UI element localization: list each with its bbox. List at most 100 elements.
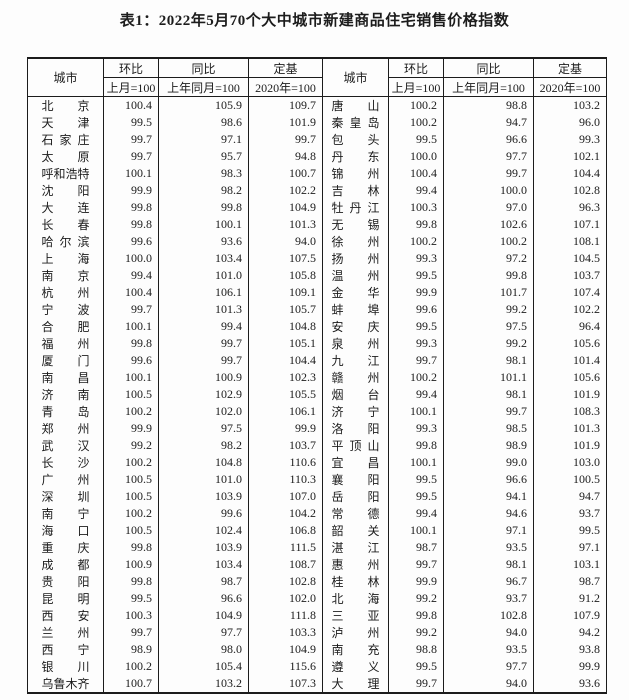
table-row: 福州 99.8 99.7 105.1 泉州 99.3 99.2 105.6 [27,335,607,352]
city-name: 贵阳 [41,575,90,589]
city-name: 三亚 [331,609,380,623]
header-yoy-right: 同比 [443,58,534,78]
mom-value: 100.2 [388,96,444,114]
city-name: 深圳 [41,490,90,504]
mom-value: 99.3 [388,250,444,267]
city-cell: 北京 [27,96,104,114]
yoy-value: 106.1 [158,284,249,301]
table-row: 南昌 100.1 100.9 102.3 赣州 100.2 101.1 105.… [27,369,607,386]
fixed-base-value: 106.8 [248,522,323,539]
mom-value: 99.7 [103,301,159,318]
city-cell: 厦门 [27,352,104,369]
yoy-value: 99.7 [443,403,534,420]
yoy-value: 98.1 [443,556,534,573]
fixed-base-value: 105.5 [248,386,323,403]
fixed-base-value: 94.7 [533,488,607,505]
fixed-base-value: 108.1 [533,233,607,250]
city-cell: 郑州 [27,420,104,437]
header-yoy-left: 同比 [158,58,249,78]
mom-value: 100.0 [103,250,159,267]
city-name: 济南 [41,388,90,402]
city-name: 湛江 [331,541,380,555]
table-row: 大连 99.8 99.8 104.9 牡丹江 100.3 97.0 96.3 [27,199,607,216]
mom-value: 99.2 [388,590,444,607]
fixed-base-value: 104.9 [248,641,323,658]
city-name: 沈阳 [41,184,90,198]
yoy-value: 99.4 [158,318,249,335]
yoy-value: 96.6 [158,590,249,607]
city-cell: 昆明 [27,590,104,607]
table-row: 乌鲁木齐 100.7 103.2 107.3 大理 99.7 94.0 93.6 [27,675,607,693]
mom-value: 99.5 [388,488,444,505]
mom-value: 99.7 [103,148,159,165]
city-cell: 重庆 [27,539,104,556]
mom-value: 100.4 [103,284,159,301]
fixed-base-value: 108.7 [248,556,323,573]
city-cell: 宜昌 [322,454,389,471]
mom-value: 99.6 [103,352,159,369]
table-row: 重庆 99.8 103.9 111.5 湛江 98.7 93.5 97.1 [27,539,607,556]
city-name: 秦皇岛 [331,116,380,130]
city-name: 成都 [41,558,90,572]
mom-value: 99.5 [388,658,444,675]
fixed-base-value: 103.1 [533,556,607,573]
city-name: 杭州 [41,286,90,300]
fixed-base-value: 109.1 [248,284,323,301]
city-name: 无锡 [331,218,380,232]
city-name: 遵义 [331,660,380,674]
fixed-base-value: 110.6 [248,454,323,471]
table-row: 天津 99.5 98.6 101.9 秦皇岛 100.2 94.7 96.0 [27,114,607,131]
city-cell: 兰州 [27,624,104,641]
city-name: 南昌 [41,371,90,385]
fixed-base-value: 109.7 [248,96,323,114]
fixed-base-value: 107.3 [248,675,323,693]
fixed-base-value: 104.4 [533,165,607,182]
mom-value: 99.8 [388,216,444,233]
fixed-base-value: 111.8 [248,607,323,624]
table-row: 海口 100.5 102.4 106.8 韶关 100.1 97.1 99.5 [27,522,607,539]
city-name: 天津 [41,116,90,130]
mom-value: 99.7 [103,624,159,641]
city-name: 哈尔滨 [41,235,90,249]
city-name: 南京 [41,269,90,283]
fixed-base-value: 104.5 [533,250,607,267]
city-name: 宜昌 [331,456,380,470]
fixed-base-value: 94.8 [248,148,323,165]
city-cell: 广州 [27,471,104,488]
mom-value: 100.0 [388,148,444,165]
city-name: 徐州 [331,235,380,249]
city-cell: 金华 [322,284,389,301]
city-cell: 蚌埠 [322,301,389,318]
header-yoy-base-right: 上年同月=100 [443,77,534,97]
mom-value: 100.5 [103,471,159,488]
yoy-value: 98.1 [443,352,534,369]
table-header: 城市 环比 同比 定基 城市 环比 同比 定基 上月=100 上年同月=100 … [27,58,607,97]
city-cell: 北海 [322,590,389,607]
city-cell: 乌鲁木齐 [27,675,104,693]
price-index-table: 城市 环比 同比 定基 城市 环比 同比 定基 上月=100 上年同月=100 … [27,57,607,694]
yoy-value: 93.7 [443,590,534,607]
mom-value: 100.1 [103,318,159,335]
mom-value: 99.3 [388,420,444,437]
city-cell: 哈尔滨 [27,233,104,250]
header-row-sub: 上月=100 上年同月=100 2020年=100 上月=100 上年同月=10… [28,77,607,97]
yoy-value: 99.7 [158,352,249,369]
city-cell: 武汉 [27,437,104,454]
fixed-base-value: 93.6 [533,675,607,693]
yoy-value: 94.0 [443,675,534,693]
yoy-value: 96.6 [443,131,534,148]
city-cell: 襄阳 [322,471,389,488]
fixed-base-value: 107.5 [248,250,323,267]
city-cell: 安庆 [322,318,389,335]
city-name: 西宁 [41,643,90,657]
yoy-value: 100.1 [158,216,249,233]
city-name: 合肥 [41,320,90,334]
fixed-base-value: 103.7 [533,267,607,284]
table-row: 上海 100.0 103.4 107.5 扬州 99.3 97.2 104.5 [27,250,607,267]
mom-value: 100.1 [388,403,444,420]
yoy-value: 103.9 [158,539,249,556]
yoy-value: 97.7 [158,624,249,641]
fixed-base-value: 104.4 [248,352,323,369]
mom-value: 100.2 [103,505,159,522]
city-cell: 合肥 [27,318,104,335]
